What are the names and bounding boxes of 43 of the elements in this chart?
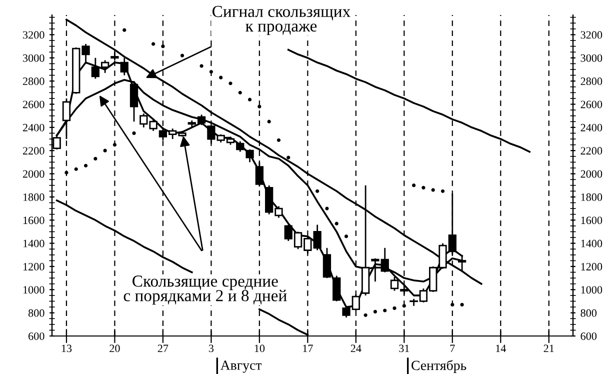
text: Сентябрь (412, 360, 466, 373)
x-tick-label: 14 (496, 344, 506, 352)
y-tick-label: 2600 (22, 100, 44, 108)
y2-tick-label: 600 (580, 332, 597, 340)
y-tick-label: 2000 (22, 170, 44, 178)
y-tick-label: 1800 (23, 193, 44, 201)
y2-tick-label: 3000 (580, 54, 602, 62)
x-tick-label: 13 (62, 344, 72, 352)
x-tick-label: 3 (208, 344, 214, 352)
y-tick-label: 2400 (22, 124, 44, 132)
x-tick-label: 17 (303, 344, 313, 352)
y2-tick-label: 1600 (581, 216, 602, 224)
x-tick-label: 10 (254, 344, 265, 352)
x-tick-label: 7 (450, 344, 455, 352)
y2-tick-label: 2000 (580, 170, 602, 178)
y-tick-label: 1400 (23, 240, 44, 248)
y2-tick-label: 2400 (580, 124, 602, 132)
x-tick-label: 20 (110, 344, 120, 352)
y2-tick-label: 800 (580, 309, 597, 317)
y2-tick-label: 2600 (580, 100, 602, 108)
x-tick-label: 24 (350, 344, 362, 352)
annotation: Сигнал скользящих к продаже (212, 6, 350, 36)
text: Август (220, 360, 262, 373)
x-tick-label: 27 (158, 344, 168, 352)
y-tick-label: 1200 (23, 262, 44, 270)
y2-tick-label: 1200 (581, 262, 602, 270)
y-tick-label: 600 (28, 332, 44, 340)
y-tick-label: 1000 (23, 286, 44, 294)
y-tick-label: 1600 (23, 216, 44, 224)
y-tick-label: 3000 (23, 54, 44, 62)
annotation: Скользящие средние с порядками 2 и 8 дней (124, 276, 287, 305)
x-tick-label: 31 (399, 344, 410, 352)
y-tick-label: 800 (28, 309, 44, 317)
y-tick-label: 2800 (22, 78, 44, 86)
y2-tick-label: 2800 (580, 78, 602, 86)
y-tick-label: 3200 (23, 31, 44, 39)
y-tick-label: 2200 (22, 147, 44, 155)
y2-tick-label: 3200 (580, 31, 602, 39)
y2-tick-label: 2200 (580, 147, 602, 155)
y2-tick-label: 1000 (581, 286, 602, 294)
y2-tick-label: 1400 (581, 240, 602, 248)
y2-tick-label: 1800 (581, 193, 602, 201)
x-tick-label: 21 (544, 344, 554, 352)
